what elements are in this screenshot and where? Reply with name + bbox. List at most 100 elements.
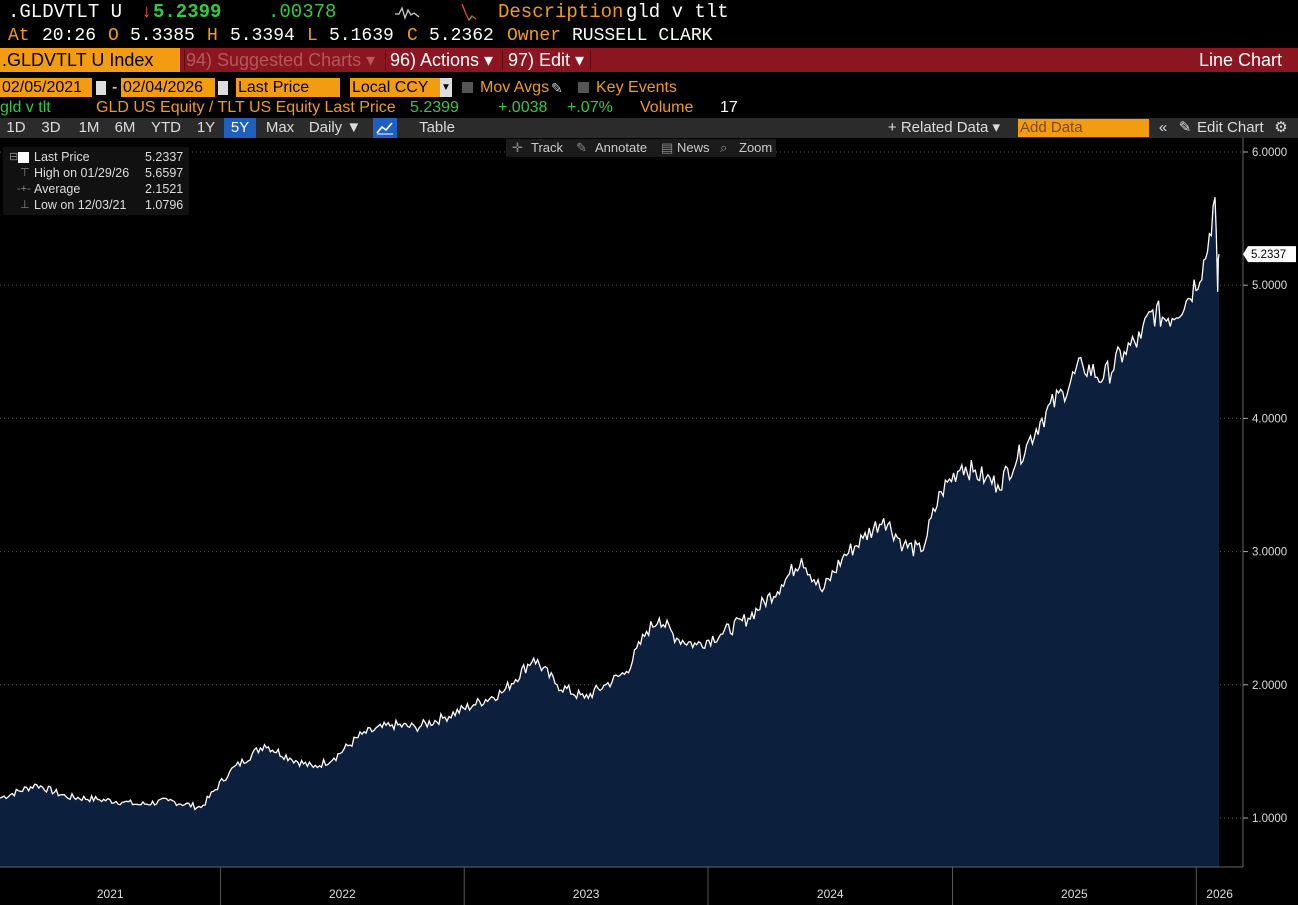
- mov-avgs-label[interactable]: Mov Avgs: [480, 79, 550, 96]
- owner-label: Owner: [507, 26, 562, 46]
- range-6m-button[interactable]: 6M: [114, 119, 136, 136]
- chevron-down-icon[interactable]: ▼: [440, 78, 452, 97]
- y-tick-label: 5.0000: [1252, 280, 1287, 292]
- owner-value: RUSSELL CLARK: [572, 26, 713, 46]
- y-tick-label: 1.0000: [1252, 813, 1287, 825]
- table-button[interactable]: Table: [419, 119, 455, 136]
- crosshair-icon: ✛: [512, 140, 523, 155]
- line-chart-icon[interactable]: [373, 118, 397, 138]
- collapse-icon[interactable]: «: [1158, 119, 1168, 136]
- security-field[interactable]: .GLDVTLT U Index: [0, 48, 180, 72]
- open-value: 5.3385: [130, 26, 195, 46]
- actions-button[interactable]: 96) Actions ▾: [390, 50, 494, 70]
- stats-high-label: High on 01/29/26: [34, 166, 130, 180]
- date-separator: -: [112, 79, 118, 96]
- legend-pct: +.07%: [567, 99, 613, 116]
- series-line: [0, 197, 1220, 811]
- ohlc-header: At 20:26 O 5.3385 H 5.3394 L 5.1639 C 5.…: [0, 24, 1298, 48]
- y-tick-label: 2.0000: [1252, 680, 1287, 692]
- last-price: 5.2399: [153, 1, 222, 23]
- collapse-icon[interactable]: ⊟: [9, 151, 19, 163]
- legend-last: 5.2399: [410, 99, 459, 116]
- range-5y-button[interactable]: 5Y: [224, 118, 256, 138]
- annotate-button[interactable]: Annotate: [595, 140, 648, 155]
- news-icon: ▤: [661, 140, 674, 155]
- calendar-icon[interactable]: [217, 80, 229, 96]
- add-data-input[interactable]: Add Data: [1018, 119, 1149, 137]
- open-label: O: [108, 26, 119, 46]
- pencil-icon[interactable]: ✎: [1178, 119, 1192, 136]
- news-button[interactable]: News: [677, 140, 710, 155]
- chart-controls: 02/05/2021 - 02/04/2026 Last Price Local…: [0, 78, 1298, 98]
- end-date-input[interactable]: 02/04/2026: [121, 78, 215, 97]
- range-3d-button[interactable]: 3D: [41, 119, 61, 136]
- function-toolbar: .GLDVTLT U Index 94) Suggested Charts ▾ …: [0, 48, 1298, 72]
- range-max-button[interactable]: Max: [265, 119, 295, 136]
- legend-name: gld v tlt: [0, 99, 51, 116]
- stats-high-value: 5.6597: [145, 166, 184, 180]
- stats-low-label: Low on 12/03/21: [34, 198, 127, 212]
- stats-avg-value: 2.1521: [145, 182, 184, 196]
- frequency-select[interactable]: Daily ▼: [308, 119, 362, 136]
- price-change: .00378: [268, 1, 337, 23]
- edit-button[interactable]: 97) Edit ▾: [508, 50, 585, 70]
- toolbar-divider: [502, 50, 503, 70]
- stats-low-row: ⊥ Low on 12/03/21 1.0796: [3, 197, 189, 213]
- stats-last-row: ⊟ Last Price 5.2337: [3, 149, 189, 165]
- stats-last-label: Last Price: [34, 150, 90, 164]
- chart-type-label[interactable]: Line Chart: [1198, 50, 1282, 70]
- stats-avg-label: Average: [34, 182, 81, 196]
- zoom-button[interactable]: Zoom: [739, 140, 773, 155]
- range-1y-button[interactable]: 1Y: [196, 119, 216, 136]
- field-select[interactable]: Last Price: [236, 78, 340, 97]
- range-1d-button[interactable]: 1D: [6, 119, 26, 136]
- edit-chart-button[interactable]: Edit Chart: [1197, 119, 1264, 136]
- chart-sub-toolbar: ✛ Track ✎ Annotate ▤ News ⌕ Zoom: [506, 139, 776, 157]
- down-arrow-icon: ↓: [141, 1, 153, 23]
- y-tick-label: 3.0000: [1252, 547, 1287, 559]
- at-label: At: [8, 26, 30, 46]
- range-1m-button[interactable]: 1M: [78, 119, 100, 136]
- close-value: 5.2362: [429, 26, 494, 46]
- pencil-icon[interactable]: ✎: [551, 80, 563, 96]
- sparkline-icon: [394, 4, 420, 28]
- y-tick-label: 4.0000: [1252, 413, 1287, 425]
- price-chart[interactable]: 1.0000 2.0000 3.0000 4.0000 5.0000 6.0000 202…: [0, 138, 1298, 905]
- start-date-input[interactable]: 02/05/2021: [0, 78, 92, 97]
- pencil-icon: ✎: [576, 140, 587, 155]
- legend-volume-label: Volume: [640, 99, 694, 116]
- key-events-checkbox[interactable]: [578, 82, 589, 93]
- range-ytd-button[interactable]: YTD: [151, 119, 181, 136]
- stats-low-value: 1.0796: [145, 198, 184, 212]
- gear-icon[interactable]: ⚙: [1274, 119, 1288, 136]
- legend-series: GLD US Equity / TLT US Equity Last Price: [96, 99, 396, 116]
- quote-time: 20:26: [42, 26, 97, 46]
- x-tick-label: 2024: [817, 887, 844, 901]
- currency-select[interactable]: Local CCY: [350, 78, 440, 97]
- low-value: 5.1639: [329, 26, 394, 46]
- last-value-marker: 5.2337: [1243, 246, 1296, 263]
- average-marker-icon: -+-: [17, 183, 31, 195]
- high-value: 5.3394: [230, 26, 295, 46]
- related-data-button[interactable]: + Related Data ▾: [887, 119, 1001, 136]
- mov-avgs-checkbox[interactable]: [462, 82, 473, 93]
- stats-panel: ⊟ Last Price 5.2337 ⊤ High on 01/29/26 5…: [3, 147, 189, 215]
- description-value: gld v tlt: [626, 1, 729, 23]
- low-marker-icon: ⊥: [20, 199, 30, 211]
- x-tick-label: 2022: [329, 887, 356, 901]
- suggested-charts-button[interactable]: 94) Suggested Charts ▾: [186, 50, 376, 70]
- key-events-label[interactable]: Key Events: [596, 79, 677, 96]
- track-button[interactable]: Track: [531, 140, 564, 155]
- high-marker-icon: ⊤: [20, 167, 30, 179]
- x-tick-label: 2025: [1061, 887, 1088, 901]
- legend-change: +.0038: [498, 99, 548, 116]
- calendar-icon[interactable]: [95, 80, 107, 96]
- x-tick-label: 2021: [97, 887, 124, 901]
- low-label: L: [307, 26, 318, 46]
- x-tick-label: 2023: [573, 887, 600, 901]
- description-label: Description: [498, 1, 624, 23]
- y-axis: 1.0000 2.0000 3.0000 4.0000 5.0000 6.0000: [1243, 147, 1287, 825]
- stats-last-value: 5.2337: [145, 150, 184, 164]
- ticker-symbol[interactable]: .GLDVTLT U: [8, 1, 123, 23]
- close-label: C: [407, 26, 418, 46]
